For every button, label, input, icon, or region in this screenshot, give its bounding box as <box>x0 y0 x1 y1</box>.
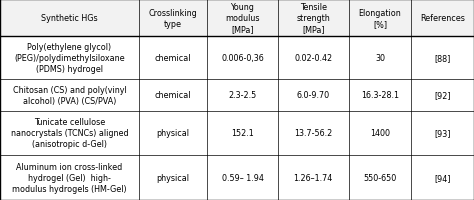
Bar <box>139 80 207 111</box>
Text: physical: physical <box>156 129 190 137</box>
Bar <box>0 111 139 155</box>
Bar <box>139 111 207 155</box>
Text: References: References <box>420 14 465 23</box>
Text: 152.1: 152.1 <box>231 129 254 137</box>
Bar <box>0 37 139 80</box>
Text: Tensile
strength
[MPa]: Tensile strength [MPa] <box>296 3 330 34</box>
Bar <box>0 0 139 37</box>
Text: [92]: [92] <box>434 91 451 100</box>
Bar <box>207 111 278 155</box>
Text: 13.7-56.2: 13.7-56.2 <box>294 129 332 137</box>
Text: Chitosan (CS) and poly(vinyl
alcohol) (PVA) (CS/PVA): Chitosan (CS) and poly(vinyl alcohol) (P… <box>13 86 127 106</box>
Bar <box>139 0 207 37</box>
Text: [88]: [88] <box>435 54 451 63</box>
Bar <box>278 37 349 80</box>
Bar <box>0 155 139 200</box>
Text: 2.3-2.5: 2.3-2.5 <box>228 91 256 100</box>
Text: 0.59– 1.94: 0.59– 1.94 <box>221 173 264 182</box>
Text: Poly(ethylene glycol)
(PEG)/polydimethylsiloxane
(PDMS) hydrogel: Poly(ethylene glycol) (PEG)/polydimethyl… <box>14 43 125 74</box>
Bar <box>139 37 207 80</box>
Bar <box>349 37 411 80</box>
Text: Crosslinking
type: Crosslinking type <box>149 8 197 29</box>
Bar <box>411 111 474 155</box>
Bar <box>207 37 278 80</box>
Bar <box>207 0 278 37</box>
Bar <box>349 111 411 155</box>
Text: Young
modulus
[MPa]: Young modulus [MPa] <box>225 3 260 34</box>
Text: Elongation
[%]: Elongation [%] <box>359 8 401 29</box>
Bar <box>0 80 139 111</box>
Bar <box>278 155 349 200</box>
Text: [94]: [94] <box>435 173 451 182</box>
Bar <box>411 0 474 37</box>
Text: [93]: [93] <box>435 129 451 137</box>
Bar <box>411 37 474 80</box>
Text: Tunicate cellulose
nanocrystals (TCNCs) aligned
(anisotropic d-Gel): Tunicate cellulose nanocrystals (TCNCs) … <box>10 117 128 149</box>
Bar <box>411 80 474 111</box>
Text: 1400: 1400 <box>370 129 390 137</box>
Text: 6.0-9.70: 6.0-9.70 <box>297 91 330 100</box>
Bar <box>349 80 411 111</box>
Text: 550-650: 550-650 <box>364 173 397 182</box>
Text: chemical: chemical <box>155 54 191 63</box>
Text: 30: 30 <box>375 54 385 63</box>
Text: 0.02-0.42: 0.02-0.42 <box>294 54 332 63</box>
Bar <box>278 111 349 155</box>
Text: Aluminum ion cross-linked
hydrogel (Gel)  high-
modulus hydrogels (HM-Gel): Aluminum ion cross-linked hydrogel (Gel)… <box>12 162 127 193</box>
Text: 16.3-28.1: 16.3-28.1 <box>361 91 399 100</box>
Bar <box>207 155 278 200</box>
Text: physical: physical <box>156 173 190 182</box>
Text: 0.006-0,36: 0.006-0,36 <box>221 54 264 63</box>
Bar <box>411 155 474 200</box>
Bar <box>278 80 349 111</box>
Text: chemical: chemical <box>155 91 191 100</box>
Bar <box>207 80 278 111</box>
Text: Synthetic HGs: Synthetic HGs <box>41 14 98 23</box>
Bar <box>278 0 349 37</box>
Bar <box>139 155 207 200</box>
Bar <box>349 155 411 200</box>
Bar <box>349 0 411 37</box>
Text: 1.26–1.74: 1.26–1.74 <box>294 173 333 182</box>
